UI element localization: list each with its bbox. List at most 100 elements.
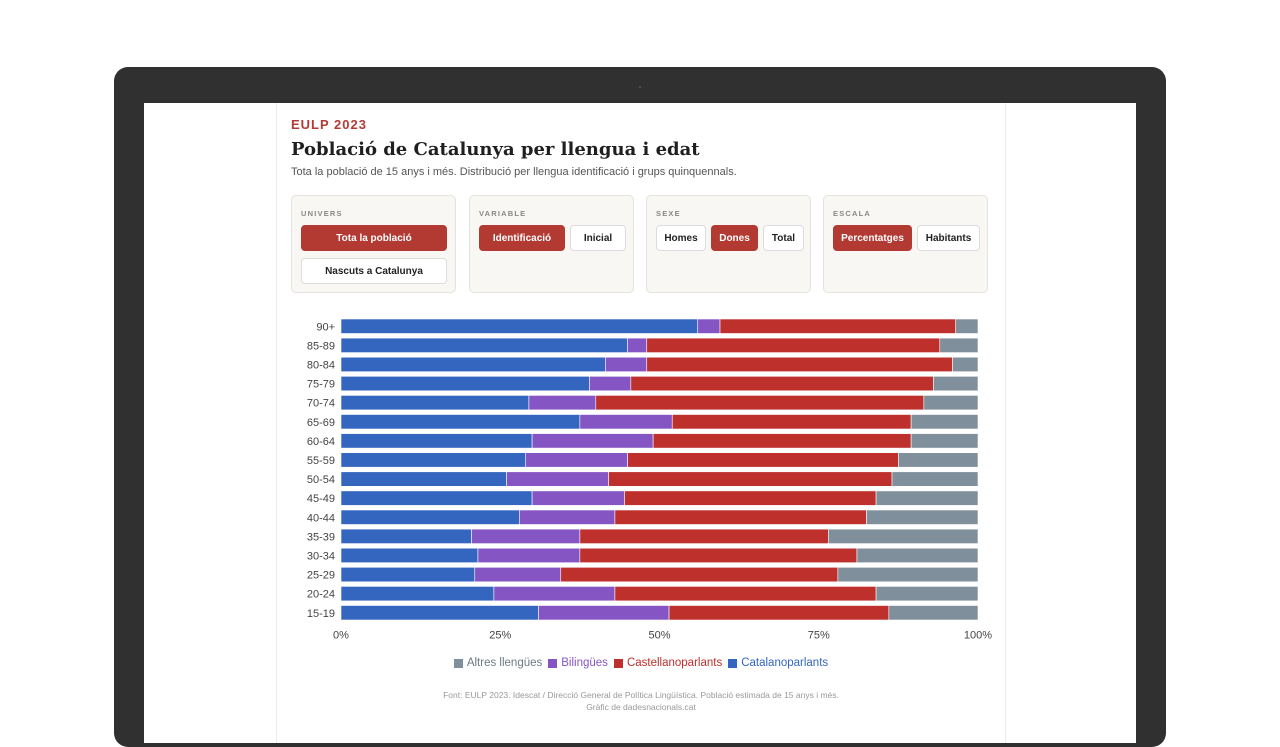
bar-segment[interactable] bbox=[933, 375, 979, 392]
control-escala: ESCALA Percentatges Habitants bbox=[823, 195, 988, 293]
y-tick-label: 90+ bbox=[316, 321, 335, 333]
bar-segment[interactable] bbox=[340, 414, 581, 430]
bar-segment[interactable] bbox=[671, 414, 912, 430]
bar-segment[interactable] bbox=[866, 509, 979, 525]
y-tick-label: 20-24 bbox=[307, 589, 335, 601]
bar-segment[interactable] bbox=[340, 586, 495, 602]
bar-segment[interactable] bbox=[340, 605, 539, 621]
bar-segment[interactable] bbox=[875, 490, 979, 506]
bar-segment[interactable] bbox=[627, 452, 899, 468]
bar-segment[interactable] bbox=[614, 586, 877, 602]
y-tick-label: 45-49 bbox=[307, 493, 335, 505]
y-tick-label: 35-39 bbox=[307, 531, 335, 543]
bar-segment[interactable] bbox=[939, 337, 979, 353]
bar-segment[interactable] bbox=[531, 490, 625, 506]
bar-segment[interactable] bbox=[477, 547, 581, 563]
bar-segment[interactable] bbox=[340, 395, 530, 411]
variable-option-identificacio[interactable]: Identificació bbox=[479, 225, 565, 251]
control-escala-label: ESCALA bbox=[833, 209, 872, 218]
bar-segment[interactable] bbox=[560, 567, 839, 583]
x-tick-label: 75% bbox=[808, 630, 830, 642]
control-univers-label: UNIVERS bbox=[301, 209, 343, 218]
bar-segment[interactable] bbox=[646, 337, 941, 353]
bar-segment[interactable] bbox=[531, 433, 654, 449]
univers-option-nascuts[interactable]: Nascuts a Catalunya bbox=[301, 258, 447, 284]
bar-segment[interactable] bbox=[719, 318, 957, 334]
bar-segment[interactable] bbox=[340, 433, 533, 449]
bar-segment[interactable] bbox=[340, 547, 479, 563]
bar-segment[interactable] bbox=[697, 318, 721, 334]
bar-segment[interactable] bbox=[910, 414, 979, 430]
univers-option-tota[interactable]: Tota la població bbox=[301, 225, 447, 251]
legend-item-catalanoparlants[interactable]: Catalanoparlants bbox=[728, 657, 828, 669]
bar-segment[interactable] bbox=[538, 605, 670, 621]
bar-segment[interactable] bbox=[955, 318, 979, 334]
bar-segment[interactable] bbox=[627, 337, 648, 353]
bar-segment[interactable] bbox=[891, 471, 979, 487]
sexe-option-homes[interactable]: Homes bbox=[656, 225, 706, 251]
bar-segment[interactable] bbox=[898, 452, 979, 468]
credit-line: Gràfic de dadesnacionals.cat bbox=[586, 702, 696, 712]
y-tick-label: 75-79 bbox=[307, 379, 335, 391]
bar-segment[interactable] bbox=[595, 395, 925, 411]
x-tick-label: 25% bbox=[489, 630, 511, 642]
x-tick-label: 100% bbox=[964, 630, 992, 642]
y-tick-label: 85-89 bbox=[307, 340, 335, 352]
bar-segment[interactable] bbox=[856, 547, 979, 563]
sexe-option-total[interactable]: Total bbox=[763, 225, 804, 251]
legend-item-castellanoparlants[interactable]: Castellanoparlants bbox=[613, 657, 722, 669]
bar-segment[interactable] bbox=[525, 452, 628, 468]
page-subtitle: Tota la població de 15 anys i més. Distr… bbox=[291, 166, 737, 178]
bar-segment[interactable] bbox=[340, 318, 699, 334]
bar-segment[interactable] bbox=[668, 605, 890, 621]
bar-segment[interactable] bbox=[471, 528, 581, 544]
bar-segment[interactable] bbox=[630, 375, 934, 392]
legend-item-altres[interactable]: Altres llengües bbox=[453, 657, 542, 669]
bar-segment[interactable] bbox=[888, 605, 979, 621]
control-variable: VARIABLE Identificació Inicial bbox=[469, 195, 634, 293]
legend-item-bilingues[interactable]: Bilingües bbox=[548, 657, 608, 669]
bar-segment[interactable] bbox=[528, 395, 597, 411]
bar-segment[interactable] bbox=[828, 528, 979, 544]
bar-segment[interactable] bbox=[340, 337, 628, 353]
bar-segment[interactable] bbox=[340, 490, 533, 506]
legend-swatch-catalanoparlants bbox=[728, 658, 738, 668]
bar-segment[interactable] bbox=[952, 356, 979, 373]
bar-segment[interactable] bbox=[923, 395, 979, 411]
x-tick-label: 0% bbox=[333, 630, 349, 642]
camera-dot bbox=[639, 86, 641, 88]
legend-swatch-altres bbox=[453, 658, 463, 668]
escala-option-habitants[interactable]: Habitants bbox=[917, 225, 980, 251]
legend-label-catalanoparlants: Catalanoparlants bbox=[741, 657, 829, 669]
bar-segment[interactable] bbox=[340, 375, 590, 392]
bar-segment[interactable] bbox=[579, 547, 858, 563]
bar-segment[interactable] bbox=[837, 567, 979, 583]
bar-segment[interactable] bbox=[579, 414, 673, 430]
bar-segment[interactable] bbox=[614, 509, 867, 525]
source-line: Font: EULP 2023. Idescat / Direcció Gene… bbox=[443, 690, 839, 700]
bar-segment[interactable] bbox=[519, 509, 616, 525]
bar-segment[interactable] bbox=[474, 567, 562, 583]
bar-segment[interactable] bbox=[340, 452, 527, 468]
bar-segment[interactable] bbox=[579, 528, 829, 544]
bar-segment[interactable] bbox=[493, 586, 616, 602]
bar-segment[interactable] bbox=[624, 490, 877, 506]
bar-segment[interactable] bbox=[875, 586, 979, 602]
bar-segment[interactable] bbox=[605, 356, 648, 373]
escala-option-percentatges[interactable]: Percentatges bbox=[833, 225, 912, 251]
y-tick-label: 25-29 bbox=[307, 570, 335, 582]
bar-segment[interactable] bbox=[340, 567, 476, 583]
bar-segment[interactable] bbox=[340, 528, 472, 544]
bar-segment[interactable] bbox=[589, 375, 632, 392]
y-tick-label: 15-19 bbox=[307, 608, 335, 620]
sexe-option-dones[interactable]: Dones bbox=[711, 225, 758, 251]
bar-segment[interactable] bbox=[340, 471, 507, 487]
bar-segment[interactable] bbox=[340, 509, 520, 525]
bar-segment[interactable] bbox=[608, 471, 893, 487]
bar-segment[interactable] bbox=[340, 356, 606, 373]
bar-segment[interactable] bbox=[646, 356, 953, 373]
bar-segment[interactable] bbox=[652, 433, 912, 449]
bar-segment[interactable] bbox=[910, 433, 979, 449]
bar-segment[interactable] bbox=[506, 471, 609, 487]
variable-option-inicial[interactable]: Inicial bbox=[570, 225, 626, 251]
